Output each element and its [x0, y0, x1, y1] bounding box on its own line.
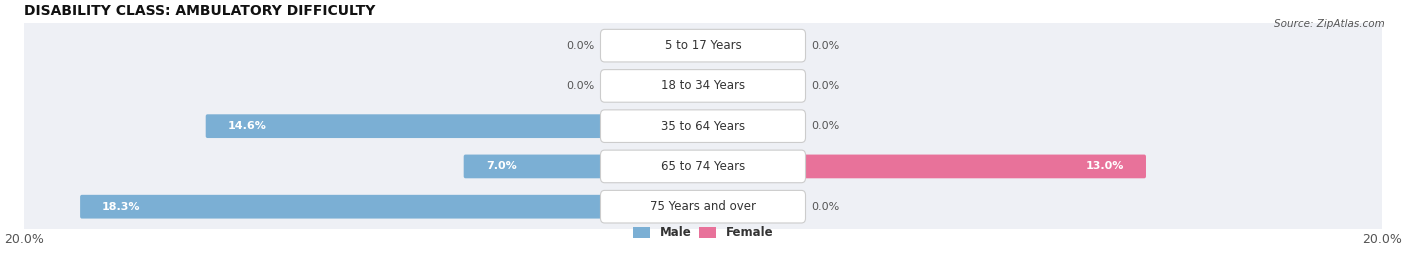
FancyBboxPatch shape	[21, 21, 1385, 70]
FancyBboxPatch shape	[651, 74, 704, 98]
Text: 65 to 74 Years: 65 to 74 Years	[661, 160, 745, 173]
Text: 0.0%: 0.0%	[811, 81, 839, 91]
Text: Source: ZipAtlas.com: Source: ZipAtlas.com	[1274, 19, 1385, 29]
FancyBboxPatch shape	[702, 74, 755, 98]
FancyBboxPatch shape	[702, 155, 1146, 178]
Text: 0.0%: 0.0%	[811, 41, 839, 51]
Text: 7.0%: 7.0%	[485, 161, 516, 171]
Text: 75 Years and over: 75 Years and over	[650, 200, 756, 213]
FancyBboxPatch shape	[600, 110, 806, 143]
FancyBboxPatch shape	[205, 114, 704, 138]
Text: 5 to 17 Years: 5 to 17 Years	[665, 39, 741, 52]
Text: 13.0%: 13.0%	[1085, 161, 1123, 171]
Text: 35 to 64 Years: 35 to 64 Years	[661, 120, 745, 133]
FancyBboxPatch shape	[21, 182, 1385, 231]
FancyBboxPatch shape	[20, 100, 1386, 153]
Text: 18 to 34 Years: 18 to 34 Years	[661, 79, 745, 93]
FancyBboxPatch shape	[702, 114, 755, 138]
FancyBboxPatch shape	[20, 59, 1386, 112]
FancyBboxPatch shape	[702, 195, 755, 218]
FancyBboxPatch shape	[651, 34, 704, 58]
FancyBboxPatch shape	[21, 102, 1385, 151]
Text: DISABILITY CLASS: AMBULATORY DIFFICULTY: DISABILITY CLASS: AMBULATORY DIFFICULTY	[24, 4, 375, 18]
FancyBboxPatch shape	[21, 61, 1385, 111]
FancyBboxPatch shape	[80, 195, 704, 218]
FancyBboxPatch shape	[21, 142, 1385, 191]
FancyBboxPatch shape	[20, 180, 1386, 233]
Text: 0.0%: 0.0%	[811, 202, 839, 212]
Text: 0.0%: 0.0%	[567, 81, 595, 91]
FancyBboxPatch shape	[20, 19, 1386, 72]
Text: 18.3%: 18.3%	[103, 202, 141, 212]
FancyBboxPatch shape	[600, 29, 806, 62]
FancyBboxPatch shape	[464, 155, 704, 178]
Text: 0.0%: 0.0%	[567, 41, 595, 51]
FancyBboxPatch shape	[600, 70, 806, 102]
FancyBboxPatch shape	[20, 140, 1386, 193]
Legend: Male, Female: Male, Female	[633, 226, 773, 239]
FancyBboxPatch shape	[600, 150, 806, 183]
Text: 14.6%: 14.6%	[228, 121, 267, 131]
FancyBboxPatch shape	[600, 190, 806, 223]
FancyBboxPatch shape	[702, 34, 755, 58]
Text: 0.0%: 0.0%	[811, 121, 839, 131]
